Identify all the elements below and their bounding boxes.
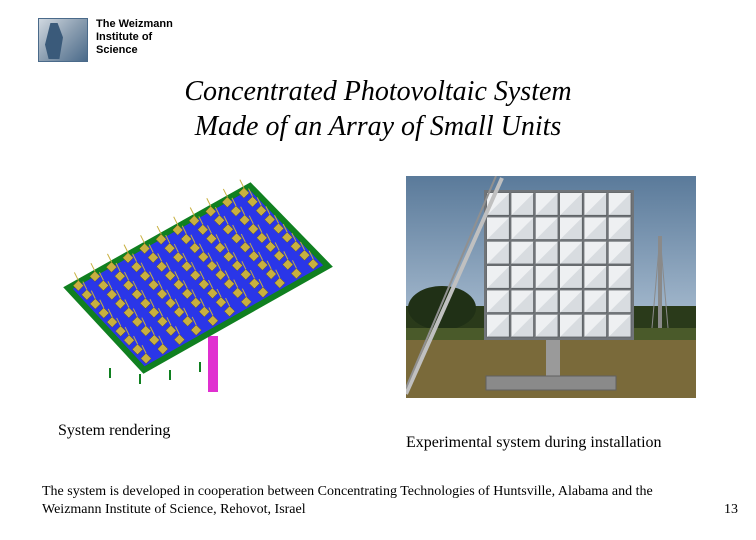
slide-number: 13 [724,502,738,518]
photo-svg-icon [406,176,696,398]
header: The Weizmann Institute of Science [38,18,173,62]
institute-name: The Weizmann Institute of Science [96,18,173,58]
figure-photo: Experimental system during installation [406,176,696,452]
title-line-1: Concentrated Photovoltaic System [184,76,571,107]
rendering-caption: System rendering [58,422,170,440]
institute-logo-icon [38,18,88,62]
photo-caption: Experimental system during installation [406,434,662,452]
rendering-image [40,176,340,392]
figure-rendering: System rendering [40,176,340,440]
title-line-2: Made of an Array of Small Units [195,111,562,142]
slide-title: Concentrated Photovoltaic System Made of… [0,74,756,144]
photo-image [406,176,696,398]
footer-text: The system is developed in cooperation b… [42,483,700,518]
figures-row: System rendering [40,176,696,452]
rendering-svg-icon [40,176,340,392]
